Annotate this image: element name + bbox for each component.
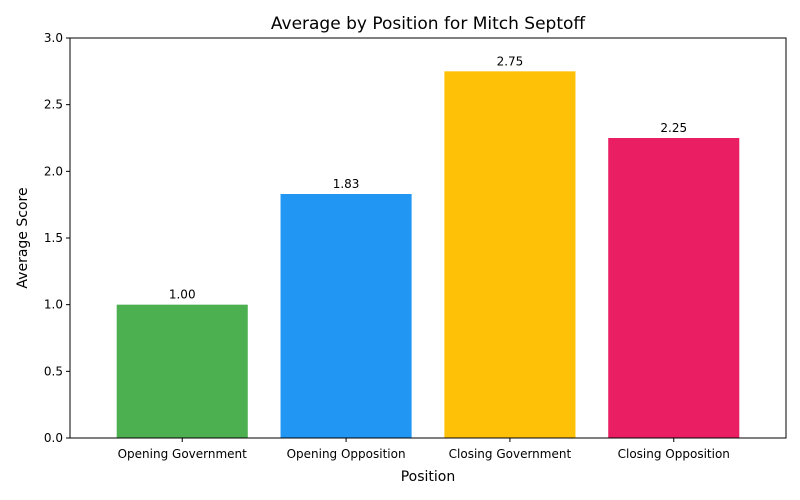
bar-closing-government	[444, 71, 576, 438]
bar-value-label: 2.75	[497, 54, 524, 68]
x-tick-label: Closing Opposition	[618, 447, 730, 461]
bar-value-label: 1.00	[169, 288, 196, 302]
y-tick-label: 1.0	[44, 298, 63, 312]
bar-closing-opposition	[608, 138, 740, 438]
y-tick-label: 1.5	[44, 231, 63, 245]
y-tick-label: 0.0	[44, 431, 63, 445]
x-axis: Opening Government Opening Opposition Clos…	[118, 438, 730, 461]
y-axis-title: Average Score	[15, 187, 31, 288]
x-axis-title: Position	[401, 469, 456, 485]
bars-group: 1.00 1.83 2.75 2.25	[116, 54, 740, 438]
y-tick-label: 2.5	[44, 98, 63, 112]
bar-value-label: 1.83	[333, 177, 360, 191]
y-axis: 0.0 0.5 1.0 1.5 2.0 2.5 3.0	[44, 31, 70, 445]
x-tick-label: Opening Government	[118, 447, 248, 461]
x-tick-label: Opening Opposition	[287, 447, 406, 461]
x-tick-label: Closing Government	[449, 447, 572, 461]
y-tick-label: 0.5	[44, 364, 63, 378]
bar-value-label: 2.25	[660, 121, 687, 135]
bar-opening-opposition	[280, 194, 412, 438]
y-tick-label: 3.0	[44, 31, 63, 45]
y-tick-label: 2.0	[44, 164, 63, 178]
bar-opening-government	[116, 304, 248, 438]
plot-frame	[69, 37, 787, 439]
chart-title: Average by Position for Mitch Septoff	[271, 14, 587, 34]
